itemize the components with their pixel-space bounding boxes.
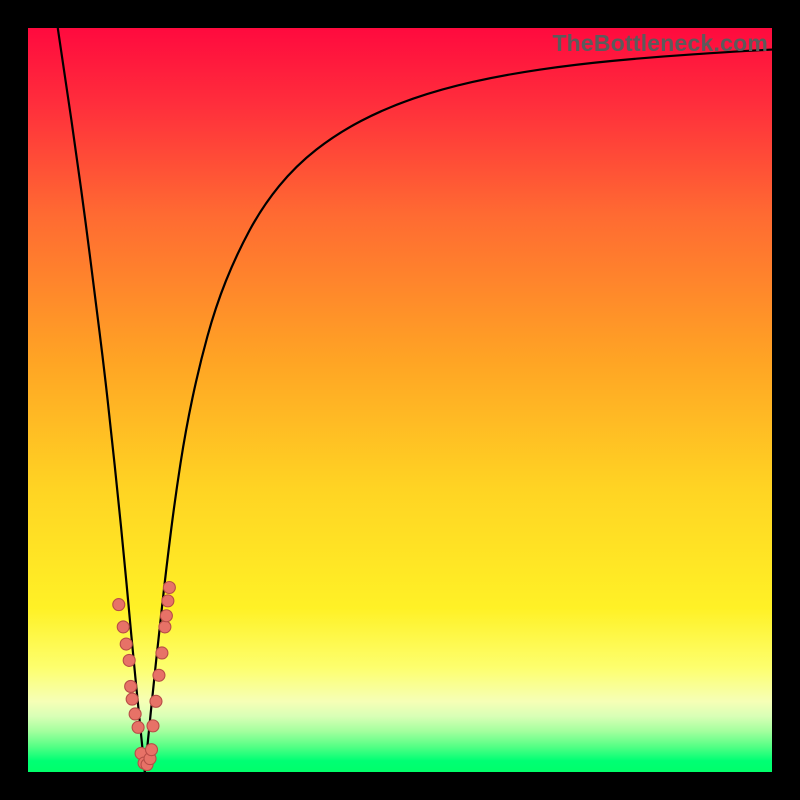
data-marker bbox=[163, 581, 175, 593]
data-marker bbox=[162, 595, 174, 607]
data-marker bbox=[160, 610, 172, 622]
data-marker bbox=[129, 708, 141, 720]
data-marker bbox=[132, 721, 144, 733]
data-marker bbox=[153, 669, 165, 681]
data-marker bbox=[147, 720, 159, 732]
data-marker bbox=[123, 654, 135, 666]
chart-frame: TheBottleneck.com bbox=[0, 0, 800, 800]
data-marker bbox=[156, 647, 168, 659]
curve-overlay bbox=[0, 0, 800, 800]
marker-group bbox=[113, 581, 176, 770]
data-marker bbox=[126, 693, 138, 705]
right-curve bbox=[145, 50, 772, 772]
watermark-text: TheBottleneck.com bbox=[552, 30, 768, 57]
data-marker bbox=[159, 621, 171, 633]
data-marker bbox=[125, 680, 137, 692]
data-marker bbox=[113, 599, 125, 611]
data-marker bbox=[120, 638, 132, 650]
data-marker bbox=[146, 744, 158, 756]
data-marker bbox=[150, 695, 162, 707]
data-marker bbox=[117, 621, 129, 633]
